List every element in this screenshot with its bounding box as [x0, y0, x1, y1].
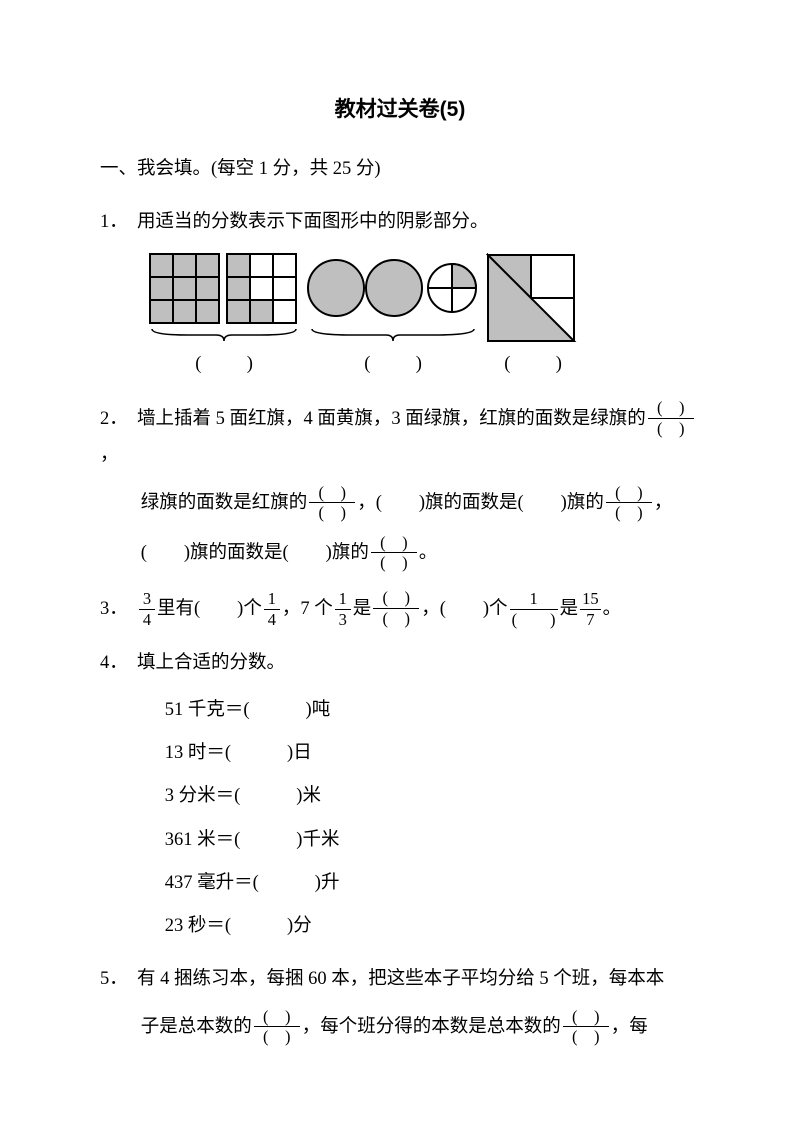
- q4-row-3: 3 分米＝( )米: [165, 779, 700, 814]
- q2-punc-2: ，: [654, 486, 673, 521]
- q5-line2-b: ，每个班分得的本数是总本数的: [302, 1010, 561, 1045]
- blank-fraction: ( )( ): [309, 484, 355, 522]
- answer-blank-close: ): [247, 354, 253, 374]
- q4-row-2: 13 时＝( )日: [165, 736, 700, 771]
- q4-row-5: 437 毫升＝( )升: [165, 866, 700, 901]
- blank-fraction: ( )( ): [254, 1008, 300, 1046]
- q3-seg5: 是: [560, 592, 579, 627]
- brace-icon: [306, 327, 480, 343]
- q3-number: 3．: [100, 592, 137, 627]
- q4-row-1: 51 千克＝( )吨: [165, 693, 700, 728]
- answer-blank: (: [364, 354, 370, 374]
- q4-number: 4．: [100, 646, 137, 681]
- fraction-1-3: 13: [335, 590, 351, 628]
- blank-fraction: ( )( ): [606, 484, 652, 522]
- q2-text-2b: ，( )旗的面数是( )旗的: [357, 486, 604, 521]
- q2-text-1a: 墙上插着 5 面红旗，4 面黄旗，3 面绿旗，红旗的面数是绿旗的: [137, 402, 646, 437]
- fraction-15-7: 157: [580, 590, 601, 628]
- q4-conversion-list: 51 千克＝( )吨 13 时＝( )日 3 分米＝( )米 361 米＝( )千米 4…: [100, 693, 700, 944]
- fraction-1-4: 14: [264, 590, 280, 628]
- q1-text: 用适当的分数表示下面图形中的阴影部分。: [137, 205, 489, 240]
- q1-fig-group-3: [486, 253, 580, 343]
- q2-text-3a: ( )旗的面数是( )旗的: [141, 536, 369, 571]
- fraction-3-4: 34: [139, 590, 155, 628]
- exam-page: 教材过关卷(5) 一、我会填。(每空 1 分，共 25 分) 1． 用适当的分数…: [0, 0, 800, 1131]
- section-1-heading: 一、我会填。(每空 1 分，共 25 分): [100, 152, 700, 187]
- q4-r2-lhs: 13 时＝(: [165, 743, 231, 763]
- q3-seg6: 。: [603, 592, 622, 627]
- q1-fig-group-1: [148, 252, 300, 343]
- q4-row-4: 361 米＝( )千米: [165, 823, 700, 858]
- q3-seg3: 是: [353, 592, 372, 627]
- question-4: 4． 填上合适的分数。 51 千克＝( )吨 13 时＝( )日 3 分米＝( )米 …: [100, 646, 700, 944]
- q4-r5-rhs: )升: [315, 873, 340, 893]
- q1-circles-svg: [306, 252, 480, 325]
- q5-line2-c: ，每: [611, 1010, 648, 1045]
- q2-number: 2．: [100, 402, 137, 437]
- q3-seg2: ，7 个: [282, 592, 333, 627]
- q4-r6-lhs: 23 秒＝(: [165, 916, 231, 936]
- brace-icon: [148, 327, 300, 343]
- q4-r4-lhs: 361 米＝(: [165, 830, 241, 850]
- q1-figures-row: [100, 252, 700, 343]
- fraction-1-blank: 1( ): [510, 590, 558, 628]
- q3-seg4: ，( )个: [421, 592, 507, 627]
- q3-seg1: 里有( )个: [157, 592, 262, 627]
- q5-line2-a: 子是总本数的: [141, 1010, 252, 1045]
- answer-blank: (: [195, 354, 201, 374]
- q4-r1-lhs: 51 千克＝(: [165, 700, 250, 720]
- q2-punc-3: 。: [419, 536, 438, 571]
- page-title: 教材过关卷(5): [100, 90, 700, 130]
- blank-fraction: ( )( ): [563, 1008, 609, 1046]
- q4-r4-rhs: )千米: [296, 830, 339, 850]
- q2-text-2a: 绿旗的面数是红旗的: [141, 486, 308, 521]
- q4-r1-rhs: )吨: [306, 700, 331, 720]
- q4-r3-rhs: )米: [296, 786, 321, 806]
- q4-row-6: 23 秒＝( )分: [165, 909, 700, 944]
- question-3: 3． 34 里有( )个 14 ，7 个 13 是 ( )( ) ，( )个 1…: [100, 590, 700, 628]
- q5-number: 5．: [100, 962, 137, 997]
- q1-fig-group-2: [306, 252, 480, 343]
- q4-r3-lhs: 3 分米＝(: [165, 786, 241, 806]
- question-2: 2． 墙上插着 5 面红旗，4 面黄旗，3 面绿旗，红旗的面数是绿旗的 ( )(…: [100, 400, 700, 572]
- q4-r5-lhs: 437 毫升＝(: [165, 873, 259, 893]
- answer-blank-close: ): [416, 354, 422, 374]
- answer-blank: (: [504, 354, 510, 374]
- q4-r2-rhs: )日: [287, 743, 312, 763]
- question-5: 5． 有 4 捆练习本，每捆 60 本，把这些本子平均分给 5 个班，每本本 子…: [100, 962, 700, 1047]
- blank-fraction: ( )( ): [371, 534, 417, 572]
- answer-blank-close: ): [556, 354, 562, 374]
- q5-line1: 有 4 捆练习本，每捆 60 本，把这些本子平均分给 5 个班，每本本: [137, 962, 664, 997]
- q1-number: 1．: [100, 205, 137, 240]
- question-1: 1． 用适当的分数表示下面图形中的阴影部分。: [100, 205, 700, 382]
- q4-r6-rhs: )分: [287, 916, 312, 936]
- q1-answers-row: ( ) ( ) ( ): [100, 347, 700, 382]
- blank-fraction: ( )( ): [648, 399, 694, 437]
- q1-grid-pair-svg: [148, 252, 300, 325]
- q2-punc-1: ，: [100, 438, 119, 473]
- q4-text: 填上合适的分数。: [137, 646, 285, 681]
- q1-triangle-square-svg: [486, 253, 580, 343]
- blank-fraction: ( )( ): [373, 589, 419, 627]
